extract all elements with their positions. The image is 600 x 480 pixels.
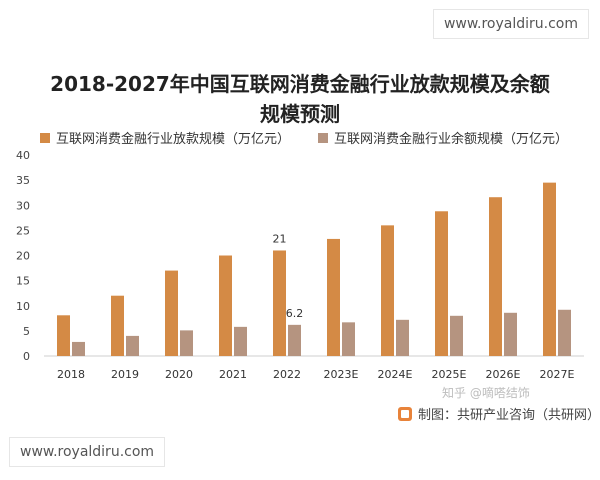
x-tick-label: 2026E: [486, 368, 521, 381]
bar-balance-2023E: [342, 322, 355, 356]
bar-balance-2026E: [504, 312, 517, 356]
x-tick-label: 2027E: [540, 368, 575, 381]
x-tick-label: 2020: [165, 368, 193, 381]
zhihu-watermark: 知乎 @嘀嗒结饰: [442, 386, 530, 400]
bar-balance-2021: [234, 326, 247, 356]
y-tick-label: 25: [16, 224, 30, 237]
x-tick-label: 2025E: [432, 368, 467, 381]
bar-loan-2019: [111, 295, 124, 356]
y-tick-label: 15: [16, 275, 30, 288]
x-tick-label: 2021: [219, 368, 247, 381]
watermark-top: www.royaldiru.com: [433, 10, 588, 38]
source-text: 制图：共研产业咨询（共研网）: [418, 408, 600, 423]
bar-balance-2024E: [396, 319, 409, 356]
chart-legend: 互联网消费金融行业放款规模（万亿元） 互联网消费金融行业余额规模（万亿元）: [40, 128, 580, 147]
y-tick-label: 10: [16, 300, 30, 313]
legend-label-loan: 互联网消费金融行业放款规模（万亿元）: [56, 132, 291, 147]
x-tick-label: 2024E: [378, 368, 413, 381]
bar-loan-2023E: [327, 238, 340, 356]
bar-loan-2021: [219, 255, 232, 356]
watermark-bottom: www.royaldiru.com: [10, 438, 165, 466]
source-note: 制图：共研产业咨询（共研网）: [398, 404, 600, 423]
bar-loan-2025E: [435, 211, 448, 356]
y-tick-label: 5: [23, 325, 30, 338]
legend-label-balance: 互联网消费金融行业余额规模（万亿元）: [334, 132, 569, 147]
legend-swatch-balance: [318, 132, 329, 143]
bar-loan-2027E: [543, 182, 556, 356]
source-logo-icon: [398, 406, 412, 421]
x-tick-label: 2022: [273, 368, 301, 381]
y-tick-label: 0: [23, 350, 30, 363]
chart-title-line1: 2018-2027年中国互联网消费金融行业放款规模及余额: [50, 72, 550, 96]
y-tick-label: 40: [16, 149, 30, 162]
bar-balance-2019: [126, 335, 139, 356]
legend-swatch-loan: [40, 132, 50, 143]
bar-balance-2020: [180, 330, 193, 356]
legend-item-balance: 互联网消费金融行业余额规模（万亿元）: [318, 128, 568, 147]
bar-balance-2025E: [450, 315, 463, 356]
y-tick-label: 20: [16, 250, 30, 263]
bar-loan-2026E: [489, 197, 502, 356]
bar-loan-2018: [57, 315, 70, 356]
bar-balance-2022: [288, 324, 301, 356]
data-label: 21: [273, 232, 287, 245]
y-tick-label: 35: [16, 174, 30, 187]
y-tick-label: 30: [16, 199, 30, 212]
x-tick-label: 2018: [57, 368, 85, 381]
x-tick-label: 2019: [111, 368, 139, 381]
bar-balance-2027E: [558, 309, 571, 356]
bar-loan-2022: [273, 250, 286, 356]
legend-item-loan: 互联网消费金融行业放款规模（万亿元）: [40, 128, 290, 147]
data-label: 6.2: [286, 307, 304, 320]
chart-title-line2: 规模预测: [260, 102, 340, 126]
bar-balance-2018: [72, 341, 85, 356]
x-tick-label: 2023E: [324, 368, 359, 381]
bar-loan-2024E: [381, 225, 394, 356]
bar-loan-2020: [165, 270, 178, 356]
